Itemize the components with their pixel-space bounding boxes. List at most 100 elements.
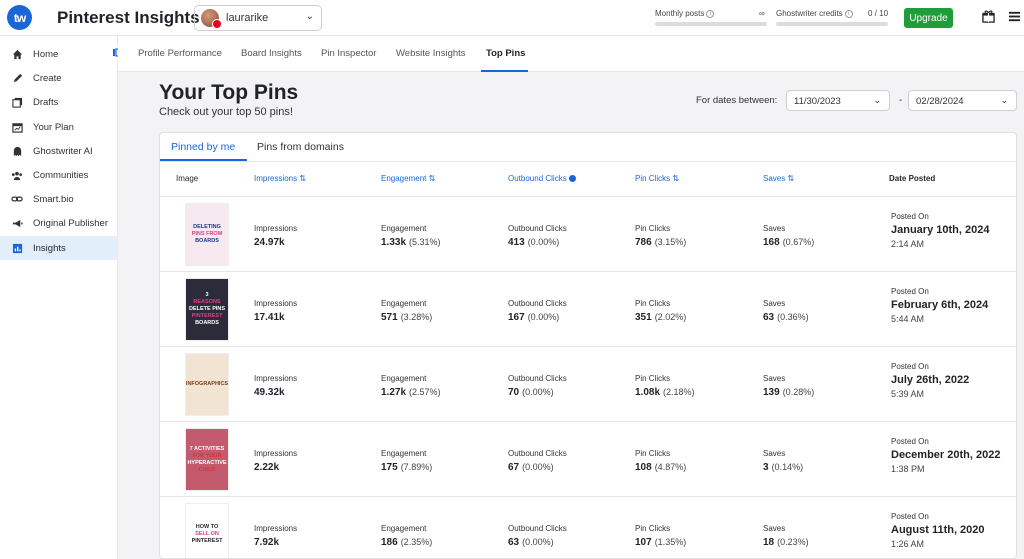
- sidebar-item-original-publisher[interactable]: Original Publisher: [0, 211, 118, 235]
- posted-date: December 20th, 2022: [891, 449, 1001, 461]
- account-switcher[interactable]: laurarike ⌄: [194, 5, 322, 31]
- tab-profile-performance[interactable]: Profile Performance: [138, 48, 222, 59]
- date-posted-cell: Posted On February 6th, 2024 5:44 AM: [891, 287, 988, 324]
- saves-cell: Saves 3 (0.14%): [763, 449, 803, 473]
- cell-label: Impressions: [254, 524, 298, 533]
- sidebar-item-smartbio[interactable]: Smart.bio: [0, 187, 118, 211]
- active-tab-indicator: [481, 70, 528, 72]
- impressions-cell: Impressions 2.22k: [254, 449, 297, 473]
- sidebar-item-label: Home: [33, 48, 59, 60]
- chevron-down-icon: ⌄: [1000, 95, 1008, 105]
- cell-value: 186: [381, 537, 398, 548]
- tab-website-insights[interactable]: Website Insights: [396, 48, 466, 59]
- posted-date: July 26th, 2022: [891, 374, 970, 386]
- thumbnail-text: INFOGRAPHICS: [185, 381, 229, 387]
- table-row[interactable]: 7 ACTIVITIES FOR YOUR HYPERACTIVE CHILD Imp…: [160, 422, 1016, 497]
- cell-percent: (0.00%): [522, 387, 554, 397]
- top-pins-panel: Pinned by me Pins from domains Image Imp…: [159, 132, 1017, 559]
- pencil-icon: [11, 72, 23, 84]
- cell-label: Saves: [763, 299, 786, 308]
- end-date-select[interactable]: 02/28/2024 ⌄: [908, 90, 1017, 111]
- pin_clicks-value: 1.08k (2.18%): [635, 387, 695, 398]
- thumbnail-text: 7 ACTIVITIES: [189, 445, 225, 452]
- date-posted-cell: Posted On July 26th, 2022 5:39 AM: [891, 362, 969, 399]
- table-row[interactable]: INFOGRAPHICS Impressions 49.32k Engageme…: [160, 347, 1016, 422]
- column-header-pin-clicks[interactable]: Pin Clicks ⇅: [635, 174, 679, 183]
- sidebar-item-create[interactable]: Create: [0, 66, 118, 90]
- sidebar-item-ghostwriter[interactable]: Ghostwriter AI: [0, 139, 118, 163]
- cell-percent: (5.31%): [409, 237, 441, 247]
- cell-value: 70: [508, 387, 520, 398]
- table-row[interactable]: 3 REASONS DELETE PINS PINTEREST BOARDS Impre…: [160, 272, 1016, 347]
- engagement-cell: Engagement 175 (7.89%): [381, 449, 432, 473]
- info-icon[interactable]: i: [706, 9, 715, 18]
- cell-label: Pin Clicks: [635, 449, 671, 458]
- sidebar-item-insights[interactable]: Insights: [0, 236, 118, 260]
- column-header-date-posted: Date Posted: [889, 174, 936, 183]
- column-header-outbound-clicks[interactable]: Outbound Clicks: [508, 174, 576, 183]
- table-row[interactable]: HOW TO SELL ON PINTEREST Impressions 7.92k…: [160, 497, 1016, 558]
- pin_clicks-value: 108 (4.87%): [635, 462, 686, 473]
- engagement-cell: Engagement 1.33k (5.31%): [381, 224, 441, 248]
- sort-icon: ⇅: [672, 174, 680, 183]
- pin_clicks-value: 107 (1.35%): [635, 537, 686, 548]
- pin-thumbnail[interactable]: HOW TO SELL ON PINTEREST: [185, 503, 229, 558]
- cell-label: Engagement: [381, 524, 427, 533]
- outbound-value: 413 (0.00%): [508, 237, 567, 248]
- tab-board-insights[interactable]: Board Insights: [241, 48, 302, 59]
- cell-value: 571: [381, 312, 398, 323]
- posted-date: January 10th, 2024: [891, 224, 990, 236]
- app-logo[interactable]: tw: [7, 5, 32, 30]
- table-row[interactable]: DELETING PINS FROM BOARDS Impressions 24.9…: [160, 197, 1016, 272]
- cell-percent: (7.89%): [400, 462, 433, 472]
- tab-pins-from-domains[interactable]: Pins from domains: [257, 141, 344, 153]
- menu-icon[interactable]: [1008, 10, 1021, 23]
- cell-percent: (0.28%): [782, 387, 815, 397]
- outbound-cell: Outbound Clicks 63 (0.00%): [508, 524, 567, 548]
- upgrade-button[interactable]: Upgrade: [904, 8, 953, 28]
- sidebar-item-drafts[interactable]: Drafts: [0, 90, 118, 114]
- saves-value: 3 (0.14%): [763, 462, 803, 473]
- pin-thumbnail[interactable]: 7 ACTIVITIES FOR YOUR HYPERACTIVE CHILD: [185, 428, 229, 491]
- date-range-label: For dates between:: [696, 95, 778, 106]
- sidebar-item-your-plan[interactable]: Your Plan: [0, 115, 118, 139]
- saves-value: 18 (0.23%): [763, 537, 809, 548]
- date-separator: -: [899, 95, 903, 106]
- cell-value: 2.22k: [254, 462, 280, 473]
- column-header-saves[interactable]: Saves ⇅: [763, 174, 794, 183]
- thumbnail-text: REASONS: [193, 299, 221, 305]
- pin_clicks-value: 351 (2.02%): [635, 312, 686, 323]
- pin-thumbnail[interactable]: INFOGRAPHICS: [185, 353, 229, 416]
- date-posted-cell: Posted On January 10th, 2024 2:14 AM: [891, 212, 989, 249]
- ghostwriter-credits-value: 0 / 10: [868, 9, 889, 18]
- cell-label: Pin Clicks: [635, 224, 671, 233]
- cell-label: Engagement: [381, 224, 427, 233]
- drafts-icon: [11, 96, 23, 108]
- start-date-select[interactable]: 11/30/2023 ⌄: [786, 90, 890, 111]
- avatar: [201, 9, 222, 29]
- sort-icon: ⇅: [299, 174, 307, 183]
- cell-percent: (3.15%): [654, 237, 687, 247]
- sidebar-item-communities[interactable]: Communities: [0, 163, 118, 187]
- cell-value: 108: [635, 462, 652, 473]
- gift-icon[interactable]: [982, 10, 995, 23]
- column-header-impressions[interactable]: Impressions ⇅: [254, 174, 306, 183]
- pin_clicks-cell: Pin Clicks 351 (2.02%): [635, 299, 686, 323]
- cell-percent: (3.28%): [400, 312, 433, 322]
- column-header-engagement[interactable]: Engagement ⇅: [381, 174, 435, 183]
- pin_clicks-cell: Pin Clicks 108 (4.87%): [635, 449, 686, 473]
- app-title: Pinterest Insights: [57, 8, 200, 27]
- saves-value: 168 (0.67%): [763, 237, 814, 248]
- pin-thumbnail[interactable]: 3 REASONS DELETE PINS PINTEREST BOARDS: [185, 278, 229, 341]
- cell-value: 1.33k: [381, 237, 407, 248]
- thumbnail-text: HOW TO: [195, 524, 219, 530]
- tab-pin-inspector[interactable]: Pin Inspector: [321, 48, 377, 59]
- tab-top-pins[interactable]: Top Pins: [486, 48, 526, 59]
- pin-thumbnail[interactable]: DELETING PINS FROM BOARDS: [185, 203, 229, 266]
- info-icon[interactable]: i: [844, 9, 853, 18]
- outbound-value: 63 (0.00%): [508, 537, 567, 548]
- sidebar-item-home[interactable]: Home: [0, 42, 118, 66]
- link-icon: [11, 193, 23, 205]
- tab-pinned-by-me[interactable]: Pinned by me: [171, 141, 236, 153]
- thumbnail-text: DELETING: [193, 224, 221, 230]
